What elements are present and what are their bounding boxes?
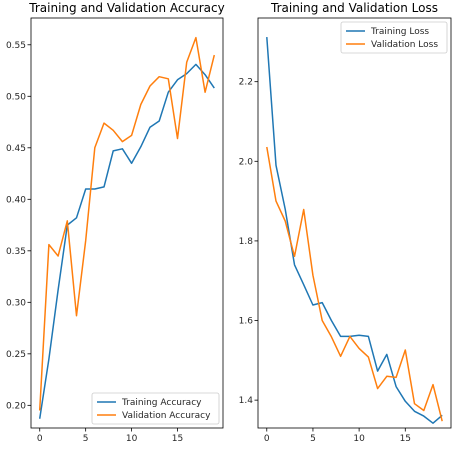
y-tick-label: 1.8 [239,237,254,247]
legend: Training Loss Validation Loss [340,21,448,54]
legend-label: Validation Loss [371,40,438,50]
x-tick-label: 15 [172,434,183,444]
series-line-training-accuracy [38,63,215,419]
plot-frame [257,17,452,429]
x-tick-label: 0 [264,434,270,444]
x-tick-label: 5 [83,434,89,444]
legend-box [91,392,220,425]
y-tick-label: 0.55 [6,41,26,51]
series-line-training-loss [266,37,443,424]
chart-accuracy: Training and Validation Accuracy 0 5 10 15 0.… [6,1,225,444]
series-line-validation-loss [266,146,443,422]
x-tick-label: 0 [37,434,43,444]
plot-frame [30,17,224,429]
legend-label: Training Accuracy [121,398,202,408]
y-tick-label: 1.6 [239,317,254,327]
y-tick-label: 0.20 [6,401,26,411]
y-tick-label: 0.45 [6,144,26,154]
y-tick-label: 0.50 [6,92,26,102]
x-tick-label: 15 [400,434,411,444]
x-tick-label: 5 [310,434,316,444]
y-tick-label: 2.2 [239,78,253,88]
legend-box [340,21,448,54]
y-tick-label: 1.4 [239,396,254,406]
series-line-validation-accuracy [38,36,216,411]
legend-label: Validation Accuracy [122,411,211,421]
chart-title: Training and Validation Accuracy [28,1,224,15]
y-tick-label: 0.25 [6,350,26,360]
legend: Training Accuracy Validation Accuracy [91,392,220,425]
x-tick-label: 10 [126,434,138,444]
x-tick-label: 10 [353,434,365,444]
y-tick-label: 0.40 [6,195,26,205]
y-tick-label: 0.30 [6,298,26,308]
y-tick-label: 0.35 [6,247,26,257]
chart-loss: Training and Validation Loss 0 5 10 15 1.4 1.6… [239,1,452,444]
chart-title: Training and Validation Loss [270,1,438,15]
y-tick-label: 2.0 [239,157,254,167]
legend-label: Training Loss [370,27,429,37]
